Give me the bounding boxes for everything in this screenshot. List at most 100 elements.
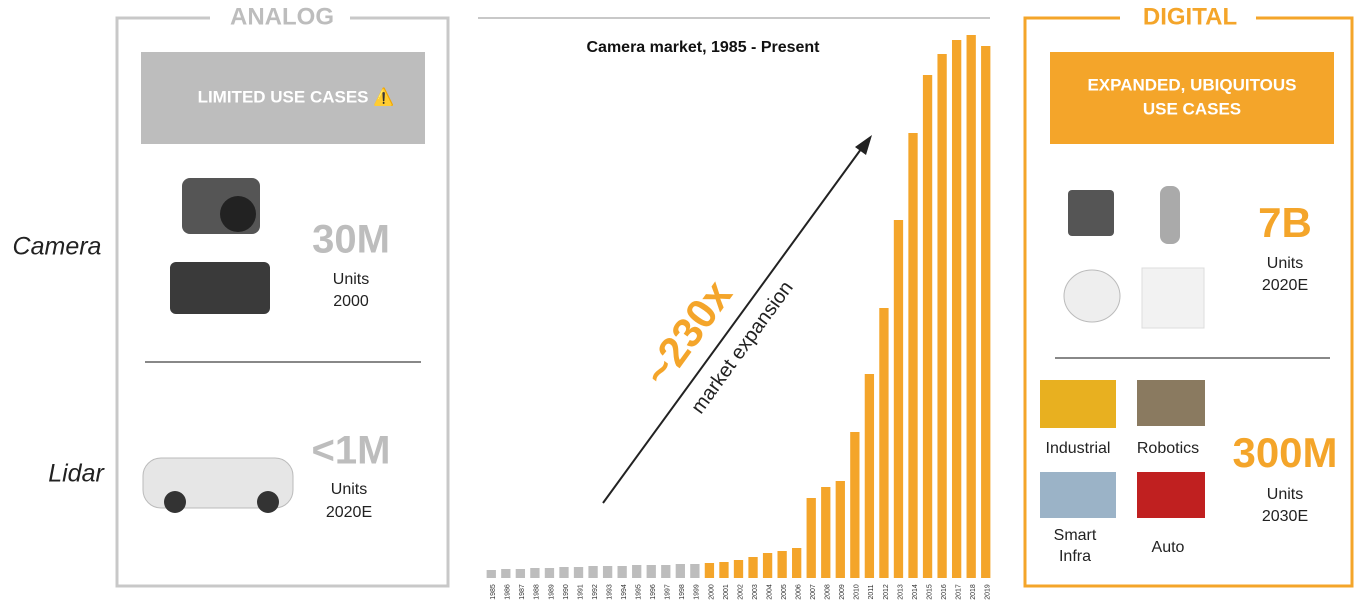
- bar: [981, 46, 991, 578]
- bar: [661, 565, 671, 578]
- bar: [937, 54, 947, 578]
- expanded-banner: [1050, 52, 1334, 144]
- camera-year: 2020E: [1262, 277, 1308, 294]
- bar: [821, 487, 831, 578]
- lidar-year: 2020E: [326, 504, 372, 521]
- bar: [486, 570, 496, 578]
- x-tick-label: 2003: [752, 584, 759, 600]
- x-tick-label: 2000: [708, 584, 715, 600]
- bar: [515, 569, 526, 578]
- use-label: Infra: [1059, 548, 1091, 565]
- x-tick-label: 1988: [534, 584, 541, 600]
- phone-photo: [1141, 267, 1205, 329]
- bar: [617, 566, 627, 578]
- x-tick-label: 1989: [548, 584, 555, 600]
- wheel: [164, 491, 186, 513]
- x-tick-label: 1986: [505, 584, 512, 600]
- arrow-head: [855, 135, 872, 155]
- bar: [762, 553, 773, 578]
- bar: [530, 568, 540, 578]
- camera-unit: Units: [1267, 255, 1303, 272]
- bar: [632, 565, 642, 578]
- bar: [690, 564, 700, 578]
- x-tick-label: 2010: [854, 584, 861, 600]
- x-tick-label: 2011: [868, 584, 875, 599]
- bar: [602, 566, 613, 578]
- limited-banner-text: LIMITED USE CASES ⚠️: [198, 86, 395, 106]
- bar: [704, 563, 715, 578]
- bar: [646, 565, 656, 578]
- dome-camera-photo: [1063, 269, 1121, 323]
- analog-header: ANALOG: [230, 3, 334, 30]
- x-tick-label: 2005: [781, 584, 788, 600]
- x-tick-label: 1996: [650, 584, 657, 600]
- bars: 1985 1986 1987 1988 1989 1990 1991 1992 1993 1994…: [486, 35, 992, 600]
- bar: [719, 562, 729, 578]
- bar: [951, 40, 962, 578]
- lidar-unit: Units: [331, 481, 367, 498]
- x-tick-label: 2013: [897, 584, 904, 600]
- x-tick-label: 1992: [592, 584, 599, 600]
- x-tick-label: 1994: [621, 584, 628, 600]
- chart-title: Camera market, 1985 - Present: [586, 39, 820, 56]
- bar: [806, 498, 816, 578]
- bar: [864, 374, 875, 578]
- x-tick-label: 2019: [985, 584, 992, 600]
- use-label: Smart: [1054, 527, 1097, 544]
- lidar-value: <1M: [312, 429, 391, 473]
- camera-year: 2000: [333, 293, 369, 310]
- expanded-banner-text: USE CASES: [1143, 99, 1241, 118]
- bar: [544, 568, 555, 578]
- x-tick-label: 2001: [723, 584, 730, 600]
- camera-unit: Units: [333, 271, 369, 288]
- x-tick-label: 2008: [825, 584, 832, 600]
- camera-value: 7B: [1258, 199, 1312, 246]
- expanded-banner-text: EXPANDED, UBIQUITOUS: [1087, 75, 1296, 94]
- x-tick-label: 2014: [912, 584, 919, 600]
- camera-lens: [220, 196, 256, 232]
- x-tick-label: 2002: [737, 584, 744, 600]
- lidar-label: Lidar: [48, 460, 105, 488]
- camera-value: 30M: [312, 218, 390, 262]
- bar: [893, 220, 904, 578]
- x-tick-label: 1995: [636, 584, 643, 600]
- x-tick-label: 2006: [796, 584, 803, 600]
- x-tick-label: 1987: [519, 584, 526, 600]
- bar: [559, 567, 569, 578]
- bar: [835, 481, 845, 578]
- bar: [733, 560, 744, 578]
- arrow-line: [602, 144, 865, 504]
- lidar-year: 2030E: [1262, 508, 1308, 525]
- digital-header: DIGITAL: [1143, 3, 1237, 30]
- use-label: Robotics: [1137, 440, 1199, 457]
- wheel: [257, 491, 279, 513]
- x-tick-label: 1999: [694, 584, 701, 600]
- robotics-photo: [1137, 380, 1205, 426]
- x-tick-label: 1997: [665, 584, 672, 600]
- x-tick-label: 2004: [766, 584, 773, 600]
- bar: [908, 133, 918, 578]
- x-tick-label: 2018: [970, 584, 977, 600]
- x-tick-label: 1993: [606, 584, 613, 600]
- bar: [879, 308, 889, 578]
- limited-banner: [141, 52, 425, 144]
- bar: [748, 557, 758, 578]
- camera-label: Camera: [13, 233, 102, 261]
- doorbell-photo: [1160, 186, 1180, 244]
- x-tick-label: 2016: [941, 584, 948, 600]
- bar: [922, 75, 933, 578]
- x-tick-label: 1991: [577, 584, 584, 600]
- bar: [966, 35, 976, 578]
- x-tick-label: 2007: [810, 584, 817, 600]
- x-tick-label: 2009: [839, 584, 846, 600]
- bar: [777, 551, 787, 578]
- film-camera-photo: [170, 262, 270, 314]
- bar: [573, 567, 584, 578]
- use-label: Industrial: [1046, 440, 1111, 457]
- bar: [675, 564, 685, 578]
- bar: [850, 432, 860, 578]
- bar: [588, 566, 598, 578]
- use-label: Auto: [1152, 539, 1185, 556]
- header-gap: [1120, 4, 1256, 32]
